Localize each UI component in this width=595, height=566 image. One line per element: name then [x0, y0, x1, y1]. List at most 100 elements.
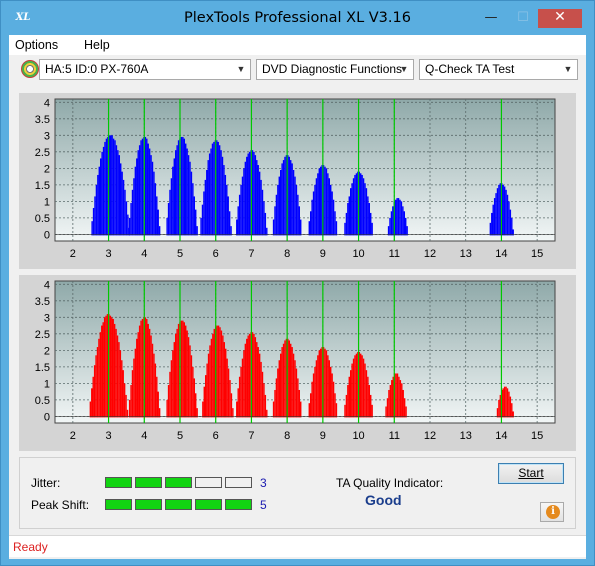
histogram-bar: [274, 206, 276, 236]
histogram-bar: [147, 143, 149, 236]
histogram-bar: [186, 148, 188, 236]
histogram-bar: [167, 203, 170, 236]
histogram-bar: [508, 201, 510, 236]
histogram-bar: [317, 173, 319, 236]
histogram-bar: [358, 352, 360, 418]
histogram-bar: [272, 219, 275, 236]
histogram-bar: [506, 194, 509, 236]
histogram-bar: [128, 399, 131, 418]
y-tick-label: 1.5: [35, 180, 50, 192]
histogram-bar: [352, 178, 355, 236]
histogram-bar: [190, 171, 193, 236]
histogram-bar: [386, 398, 389, 418]
histogram-bar: [167, 385, 170, 418]
histogram-bar: [491, 212, 493, 236]
drive-select[interactable]: HA:5 ID:0 PX-760A ▼: [39, 59, 251, 80]
histogram-bar: [193, 378, 195, 418]
histogram-bar: [96, 347, 99, 418]
histogram-bar: [248, 333, 251, 418]
histogram-bar: [278, 176, 280, 236]
histogram-bar: [170, 178, 173, 236]
histogram-bar: [173, 342, 175, 418]
histogram-bar: [282, 160, 285, 236]
histogram-bar: [219, 327, 221, 418]
bottom-chart: 0 0.5 1 1.5 2 2.5 3 3.5 4 2 3 4 5 6 7 8 9 10 11 12 13 14 15: [35, 279, 556, 442]
histogram-bar: [371, 222, 373, 236]
histogram-bar: [327, 173, 329, 236]
minimize-button[interactable]: —: [484, 10, 498, 25]
histogram-bar: [100, 158, 102, 236]
x-tick-label: 6: [213, 430, 219, 442]
test-select[interactable]: Q-Check TA Test ▼: [419, 59, 578, 80]
function-select[interactable]: DVD Diagnostic Functions ▼: [256, 59, 414, 80]
histogram-bar: [315, 360, 318, 418]
start-button[interactable]: Start: [498, 463, 564, 484]
histogram-bar: [264, 394, 267, 418]
histogram-bar: [230, 393, 233, 418]
histogram-bar: [217, 141, 219, 236]
x-tick-label: 8: [284, 430, 290, 442]
histogram-bar: [347, 203, 349, 236]
histogram-bar: [397, 198, 400, 236]
histogram-bar: [115, 328, 117, 418]
histogram-bar: [402, 206, 404, 236]
histogram-bar: [125, 201, 128, 236]
peak-shift-value: 5: [260, 498, 267, 512]
title-bar[interactable]: XL PlexTools Professional XL V3.16 — ☐ ✕: [1, 1, 594, 35]
histogram-bar: [114, 140, 116, 236]
histogram-bar: [207, 353, 210, 418]
histogram-bar: [107, 136, 109, 236]
histogram-bar: [311, 199, 313, 236]
histogram-bar: [506, 388, 509, 418]
histogram-bar: [182, 320, 184, 418]
histogram-bar: [201, 204, 204, 236]
histogram-bar: [284, 156, 286, 236]
histogram-bar: [335, 403, 338, 418]
chevron-down-icon: ▼: [563, 64, 573, 74]
histogram-bar: [97, 174, 99, 236]
histogram-bar: [105, 138, 108, 236]
histogram-bar: [170, 360, 173, 418]
histogram-bar: [136, 338, 138, 418]
ta-quality-label: TA Quality Indicator:: [336, 476, 444, 490]
histogram-bar: [243, 168, 245, 236]
histogram-bar: [131, 189, 134, 236]
histogram-bar: [93, 365, 96, 418]
peak-shift-meter-segment: [165, 499, 192, 510]
histogram-bar: [387, 226, 390, 236]
close-button[interactable]: ✕: [538, 9, 582, 28]
histogram-bar: [360, 353, 362, 418]
histogram-bar: [221, 156, 224, 236]
info-button[interactable]: i: [540, 502, 564, 522]
start-button-label: Start: [518, 466, 544, 480]
histogram-bar: [312, 191, 315, 236]
jitter-meter-segment: [225, 477, 252, 488]
histogram-bar: [210, 338, 213, 418]
menu-help[interactable]: Help: [84, 38, 110, 52]
y-tick-label: 2.5: [35, 329, 50, 341]
histogram-bar: [124, 189, 126, 236]
histogram-bar: [176, 145, 178, 236]
histogram-bar: [98, 338, 100, 418]
peak-shift-meter-segment: [195, 499, 222, 510]
histogram-bar: [370, 394, 372, 418]
histogram-bar: [146, 318, 148, 418]
menu-options[interactable]: Options: [15, 38, 59, 52]
histogram-bar: [196, 226, 198, 236]
histogram-bar: [169, 189, 171, 236]
maximize-button[interactable]: ☐: [517, 10, 529, 25]
histogram-bar: [334, 393, 336, 418]
histogram-bar: [365, 188, 368, 236]
histogram-bar: [392, 206, 394, 236]
histogram-bar: [134, 166, 137, 236]
histogram-bar: [277, 368, 279, 418]
histogram-bar: [294, 360, 296, 418]
histogram-bar: [203, 191, 205, 236]
histogram-bar: [183, 322, 185, 418]
histogram-bar: [244, 161, 247, 236]
histogram-bar: [489, 222, 492, 236]
histogram-bar: [213, 328, 215, 418]
histogram-bar: [123, 383, 126, 418]
histogram-bar: [357, 171, 359, 236]
x-tick-label: 7: [248, 430, 254, 442]
